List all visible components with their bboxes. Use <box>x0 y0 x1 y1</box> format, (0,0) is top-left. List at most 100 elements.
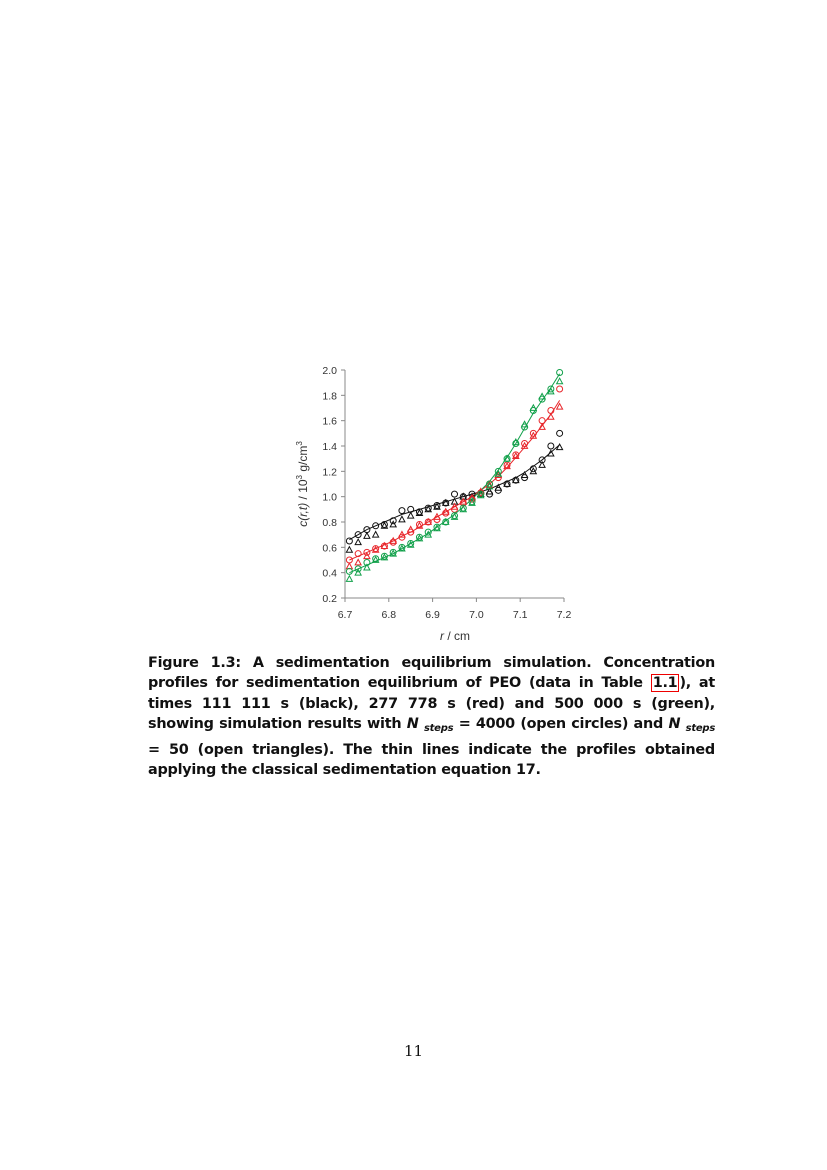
black-triangle-point <box>538 460 546 468</box>
black-triangle-point <box>494 483 503 491</box>
black-circle-point <box>424 504 432 512</box>
red-triangle-point <box>433 512 441 520</box>
green-circle-point <box>468 498 476 506</box>
red-circle-point <box>415 521 423 529</box>
black-triangle-point <box>363 531 371 539</box>
black-triangle-point <box>503 479 511 487</box>
black-circle-point <box>529 465 537 473</box>
black-triangle-point <box>415 508 424 517</box>
black-circle-point <box>398 507 406 515</box>
y-tick-label: 2.0 <box>322 365 337 377</box>
y-tick-label: 1.6 <box>322 416 337 428</box>
black-triangle-point <box>520 470 529 479</box>
red-circle-point <box>372 545 380 553</box>
y-tick-label: 0.4 <box>322 568 337 580</box>
red-triangle-point <box>485 481 494 489</box>
black-triangle-point <box>354 538 362 546</box>
green-circle-point <box>372 555 380 563</box>
red-triangle-point <box>424 517 433 525</box>
green-triangle-point <box>494 469 503 477</box>
green-circle-point <box>494 467 502 475</box>
red-triangle-point <box>520 441 529 449</box>
green-circle-point <box>363 559 371 567</box>
black-triangle-point <box>441 498 450 506</box>
green-triangle-point <box>511 437 520 446</box>
page-number: 11 <box>403 1042 424 1060</box>
red-circle-point <box>442 509 450 517</box>
green-triangle-point <box>485 482 494 490</box>
green-circle-point <box>398 543 406 551</box>
red-circle-point <box>468 495 476 503</box>
red-triangle-point <box>494 470 503 479</box>
red-triangle-point <box>415 521 424 529</box>
black-circle-point <box>547 442 555 450</box>
red-triangle-point <box>363 551 371 560</box>
green-triangle-point <box>398 544 406 552</box>
figure-caption: Figure 1.3: A sedimentation equilibrium … <box>148 655 716 779</box>
green-circle-point <box>486 480 494 488</box>
black-triangle-point <box>555 443 564 451</box>
y-tick-label: 1.4 <box>322 441 337 453</box>
black-model-line <box>349 444 560 541</box>
green-triangle-point <box>363 563 371 571</box>
black-circle-point <box>538 456 546 464</box>
green-triangle-point <box>538 392 546 400</box>
x-tick-label: 6.7 <box>338 609 353 621</box>
red-triangle-point <box>538 422 546 430</box>
black-circle-point <box>345 537 353 545</box>
y-tick-label: 0.2 <box>322 593 337 605</box>
black-circle-point <box>389 517 397 525</box>
model-lines <box>349 373 561 574</box>
green-circle-point <box>459 504 467 512</box>
red-triangle-point <box>511 451 520 460</box>
green-circle-point <box>512 439 520 447</box>
red-triangle-point <box>406 525 415 533</box>
green-triangle-point <box>555 377 564 385</box>
green-circle-point <box>407 540 415 548</box>
red-triangle-point <box>459 497 468 505</box>
x-tick-label: 7.1 <box>513 609 528 621</box>
red-circle-point <box>354 550 362 558</box>
green-triangle-point <box>415 534 424 542</box>
y-tick-label: 1.2 <box>322 466 337 478</box>
x-tick-label: 6.8 <box>381 609 396 621</box>
x-tick-label: 6.9 <box>425 609 440 621</box>
y-tick-label: 1.0 <box>322 492 337 504</box>
black-triangle-point <box>433 502 441 510</box>
red-triangle-point <box>389 536 398 544</box>
black-triangle-point <box>529 467 538 475</box>
y-axis-label: c(r,t) / 103 g/cm3 <box>295 441 310 527</box>
green-circle-point <box>354 565 362 573</box>
black-circle-point <box>354 531 362 539</box>
red-circle-point <box>556 385 564 393</box>
green-triangle-point <box>459 505 468 513</box>
red-triangle-point <box>503 462 511 470</box>
green-triangle-point <box>468 498 476 506</box>
green-circle-point <box>345 567 353 575</box>
red-triangle-point <box>398 530 406 538</box>
x-axis-label: r / cm <box>440 629 470 643</box>
red-triangle-point <box>371 545 380 553</box>
data-points <box>345 369 564 582</box>
axes: 0.2 0.4 0.6 0.8 1.0 1.2 1.4 1.6 1.8 2.0 6.7 6.8 6.9 7… <box>322 365 571 621</box>
green-circle-point <box>556 369 564 377</box>
green-triangle-point <box>520 420 529 428</box>
red-triangle-point <box>441 507 450 515</box>
red-triangle-point <box>547 412 555 420</box>
black-circle-point <box>433 502 441 510</box>
green-triangle-point <box>547 387 555 395</box>
black-circle-point <box>415 508 423 516</box>
black-triangle-point <box>547 449 555 457</box>
green-model-line <box>349 373 561 574</box>
red-circle-point <box>512 451 520 459</box>
green-triangle-point <box>441 517 450 525</box>
green-triangle-point <box>345 574 354 582</box>
y-tick-label: 0.8 <box>322 517 337 529</box>
x-tick-label: 7.0 <box>469 609 484 621</box>
black-triangle-point <box>485 487 494 495</box>
green-triangle-point <box>433 524 441 532</box>
black-triangle-point <box>406 511 415 519</box>
black-triangle-point <box>511 475 520 484</box>
table-reference-link[interactable]: 1.1 <box>650 674 680 693</box>
black-triangle-point <box>389 520 398 528</box>
